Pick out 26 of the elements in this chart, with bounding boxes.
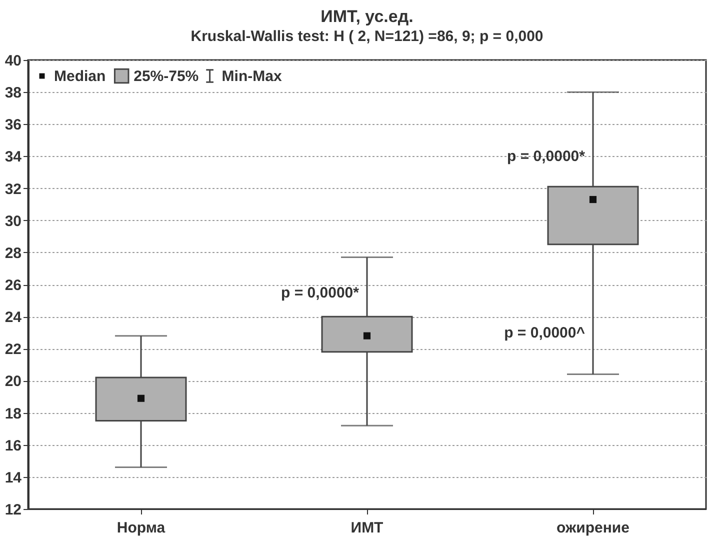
annotation: p = 0,0000* — [281, 284, 360, 302]
x-tick-label: Норма — [116, 520, 166, 536]
y-tick-label: 16 — [4, 437, 22, 454]
chart-subtitle: Kruskal-Wallis test: H ( 2, N=121) =86, 9; p = 0,000 — [190, 28, 544, 45]
y-tick-label: 38 — [4, 84, 22, 102]
y-tick-label: 40 — [4, 52, 22, 70]
y-tick-label: 26 — [4, 277, 22, 294]
y-tick-label: 24 — [4, 309, 22, 326]
x-tick-label: ИМТ — [350, 520, 384, 536]
x-tick-label: ожирение — [556, 520, 630, 536]
y-tick-label: 28 — [4, 244, 22, 262]
y-tick-label: 22 — [4, 341, 22, 358]
y-tick-label: 34 — [4, 148, 22, 166]
annotation: p = 0,0000^ — [504, 324, 586, 342]
y-tick-label: 36 — [4, 116, 22, 134]
annotation: p = 0,0000* — [507, 148, 586, 166]
chart-title: ИМТ, ус.ед. — [320, 7, 414, 26]
y-tick-label: 12 — [4, 502, 22, 518]
y-tick-label: 14 — [4, 469, 22, 486]
annotation: Min-Max — [222, 68, 282, 85]
annotation: Median — [54, 68, 106, 85]
y-tick-label: 20 — [4, 373, 22, 390]
y-tick-label: 18 — [4, 405, 22, 422]
y-tick-label: 32 — [4, 180, 22, 198]
annotation: 25%-75% — [134, 68, 199, 85]
y-tick-label: 30 — [4, 212, 22, 230]
